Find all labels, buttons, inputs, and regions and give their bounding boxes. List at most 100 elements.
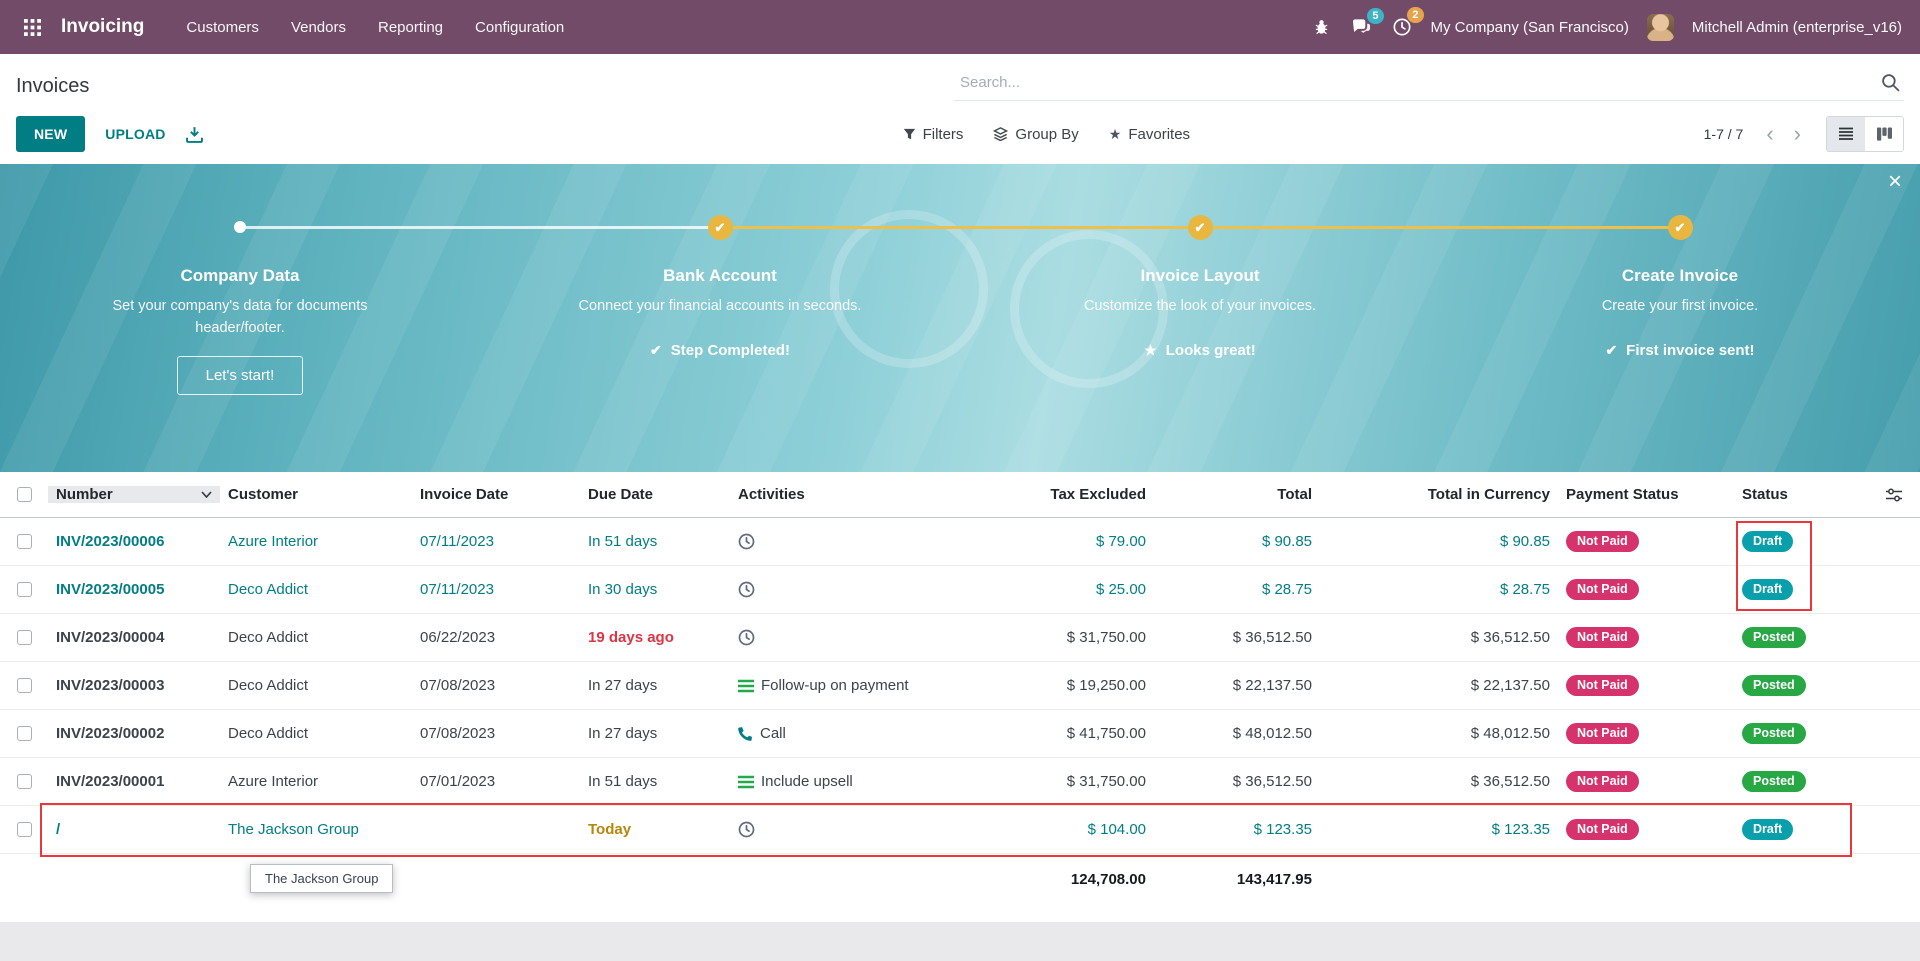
user-menu[interactable]: Mitchell Admin (enterprise_v16) <box>1691 18 1902 36</box>
activity-cell[interactable]: Follow-up on payment <box>730 677 982 694</box>
table-totals-row: 124,708.00 143,417.95 <box>0 854 1920 904</box>
table-row[interactable]: INV/2023/00004 Deco Addict 06/22/2023 19… <box>0 614 1920 662</box>
status-badge: Draft <box>1742 818 1794 841</box>
messages-button[interactable]: 5 <box>1350 7 1384 40</box>
upload-button[interactable]: UPLOAD <box>99 125 171 143</box>
pager-next-button[interactable]: › <box>1793 121 1801 146</box>
select-all-checkbox[interactable] <box>16 487 32 502</box>
activity-cell[interactable] <box>730 821 982 838</box>
customer-name: Azure Interior <box>228 533 319 550</box>
table-row[interactable]: INV/2023/00006 Azure Interior 07/11/2023… <box>0 518 1920 566</box>
column-header-total-in-currency[interactable]: Total in Currency <box>1427 486 1550 503</box>
kanban-view-button[interactable] <box>1865 117 1903 151</box>
column-header-total[interactable]: Total <box>1277 486 1312 503</box>
lets-start-button[interactable]: Let's start! <box>176 355 304 395</box>
total-in-currency-amount: $ 28.75 <box>1499 581 1550 598</box>
messages-count-badge: 5 <box>1367 7 1384 24</box>
column-header-invoice-date[interactable]: Invoice Date <box>420 486 509 503</box>
column-header-status[interactable]: Status <box>1742 486 1788 503</box>
column-header-payment-status[interactable]: Payment Status <box>1566 486 1679 503</box>
list-view-button[interactable] <box>1827 117 1865 151</box>
status-badge: Posted <box>1742 722 1806 745</box>
step-description: Connect your financial accounts in secon… <box>578 298 862 314</box>
due-date-cell: In 51 days <box>580 533 730 550</box>
app-name[interactable]: Invoicing <box>61 16 145 37</box>
due-date-cell: In 30 days <box>580 581 730 598</box>
due-date: 19 days ago <box>588 629 674 646</box>
row-checkbox[interactable] <box>16 822 32 837</box>
company-switcher[interactable]: My Company (San Francisco) <box>1430 18 1629 36</box>
invoice-number: INV/2023/00006 <box>56 533 165 550</box>
tax-excluded-amount: $ 31,750.00 <box>1066 773 1146 790</box>
due-date: In 27 days <box>588 677 658 694</box>
table-row[interactable]: INV/2023/00005 Deco Addict 07/11/2023 In… <box>0 566 1920 614</box>
debug-button[interactable] <box>1311 15 1332 39</box>
row-checkbox[interactable] <box>16 678 32 693</box>
column-header-due-date[interactable]: Due Date <box>588 486 654 503</box>
group-by-label: Group By <box>1015 125 1079 143</box>
first-invoice-sent-button[interactable]: ✔ First invoice sent! <box>1440 342 1920 359</box>
table-row[interactable]: INV/2023/00001 Azure Interior 07/01/2023… <box>0 758 1920 806</box>
step-title: Bank Account <box>663 266 777 285</box>
invoice-number: INV/2023/00001 <box>56 773 165 790</box>
user-avatar[interactable] <box>1646 13 1674 41</box>
pager[interactable]: 1-7 / 7 <box>1703 126 1744 142</box>
table-row[interactable]: / The Jackson Group Today $ 104.00 $ 123… <box>0 806 1920 854</box>
close-icon[interactable]: × <box>1887 168 1902 195</box>
table-body: INV/2023/00006 Azure Interior 07/11/2023… <box>0 518 1920 854</box>
group-by-button[interactable]: Group By <box>993 125 1079 143</box>
row-checkbox[interactable] <box>16 630 32 645</box>
activity-cell[interactable]: Call <box>730 725 982 742</box>
activities-button[interactable]: 2 <box>1391 7 1424 40</box>
looks-great-button[interactable]: ★ Looks great! <box>960 342 1440 359</box>
breadcrumb-page-title: Invoices <box>16 74 90 97</box>
total-in-currency-amount: $ 48,012.50 <box>1470 725 1550 742</box>
step-title: Create Invoice <box>1621 266 1739 285</box>
search-bar[interactable] <box>954 71 1904 101</box>
column-header-activities[interactable]: Activities <box>738 486 805 503</box>
new-button[interactable]: NEW <box>16 116 86 152</box>
menu-reporting[interactable]: Reporting <box>377 18 444 36</box>
step-completed-button[interactable]: ✔ Step Completed! <box>480 342 960 359</box>
column-header-number[interactable]: Number <box>48 486 220 503</box>
favorites-button[interactable]: ★ Favorites <box>1109 126 1190 143</box>
menu-customers[interactable]: Customers <box>186 18 259 36</box>
total-in-currency-amount: $ 22,137.50 <box>1470 677 1550 694</box>
step-description: Create your first invoice. <box>1601 298 1759 314</box>
optional-columns-icon[interactable] <box>1886 488 1902 502</box>
search-input[interactable] <box>958 73 1881 92</box>
column-header-customer[interactable]: Customer <box>228 486 299 503</box>
activity-cell[interactable] <box>730 533 982 550</box>
activity-cell[interactable] <box>730 629 982 646</box>
filters-button[interactable]: Filters <box>903 126 963 143</box>
total-in-currency-amount: $ 123.35 <box>1491 821 1550 838</box>
activity-cell[interactable] <box>730 581 982 598</box>
row-checkbox[interactable] <box>16 582 32 597</box>
row-checkbox[interactable] <box>16 726 32 741</box>
table-row[interactable]: INV/2023/00003 Deco Addict 07/08/2023 In… <box>0 662 1920 710</box>
invoice-number: INV/2023/00004 <box>56 629 165 646</box>
due-date-cell: Today <box>580 821 730 838</box>
download-button[interactable] <box>185 126 203 143</box>
total-amount: $ 123.35 <box>1253 821 1312 838</box>
progress-line-todo <box>240 226 720 229</box>
step-check-icon: ✔ <box>707 214 733 240</box>
onboarding-step-create-invoice: ✔ Create Invoice Create your first invoi… <box>1440 214 1920 395</box>
activity-clock-icon <box>738 533 755 550</box>
due-date-cell: In 51 days <box>580 773 730 790</box>
row-checkbox[interactable] <box>16 534 32 549</box>
table-row[interactable]: INV/2023/00002 Deco Addict 07/08/2023 In… <box>0 710 1920 758</box>
pager-previous-button[interactable]: ‹ <box>1766 121 1774 146</box>
column-header-tax-excluded[interactable]: Tax Excluded <box>1050 486 1146 503</box>
payment-status-badge: Not Paid <box>1566 674 1639 697</box>
apps-menu-button[interactable] <box>18 13 47 42</box>
activity-cell[interactable]: Include upsell <box>730 773 982 790</box>
invoice-date: 06/22/2023 <box>420 629 496 646</box>
menu-configuration[interactable]: Configuration <box>475 18 565 36</box>
step-check-icon: ✔ <box>1187 214 1213 240</box>
invoice-number: INV/2023/00005 <box>56 581 165 598</box>
row-checkbox[interactable] <box>16 774 32 789</box>
search-icon[interactable] <box>1881 73 1900 92</box>
invoice-date: 07/01/2023 <box>420 773 496 790</box>
menu-vendors[interactable]: Vendors <box>290 18 346 36</box>
